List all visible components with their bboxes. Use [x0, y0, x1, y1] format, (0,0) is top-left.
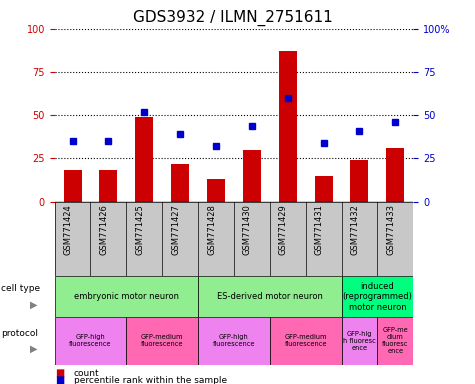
Text: ▶: ▶ [30, 343, 38, 354]
Text: GSM771426: GSM771426 [99, 204, 108, 255]
Bar [342, 202, 378, 276]
Bar [126, 202, 162, 276]
Bar [64, 170, 82, 202]
Text: GSM771428: GSM771428 [207, 204, 216, 255]
Text: GFP-high
fluorescence: GFP-high fluorescence [213, 334, 255, 347]
Bar [55, 202, 91, 276]
Text: GSM771427: GSM771427 [171, 204, 180, 255]
Bar [386, 148, 404, 202]
Bar [171, 164, 189, 202]
Bar [270, 317, 342, 365]
Text: GSM771429: GSM771429 [279, 204, 288, 255]
Bar [99, 170, 117, 202]
Bar [351, 160, 369, 202]
Bar [207, 179, 225, 202]
Text: GSM771430: GSM771430 [243, 204, 252, 255]
Text: embryonic motor neuron: embryonic motor neuron [74, 292, 179, 301]
Text: GSM771432: GSM771432 [351, 204, 360, 255]
Bar [270, 202, 306, 276]
Text: GFP-medium
fluorescence: GFP-medium fluorescence [141, 334, 183, 347]
Bar [55, 276, 198, 317]
Text: GFP-me
dium
fluoresc
ence: GFP-me dium fluoresc ence [382, 327, 408, 354]
Bar [135, 117, 153, 202]
Bar [342, 276, 413, 317]
Bar [279, 51, 297, 202]
Text: cell type: cell type [1, 285, 40, 293]
Text: GSM771433: GSM771433 [386, 204, 395, 255]
Text: ES-derived motor neuron: ES-derived motor neuron [217, 292, 323, 301]
Text: GDS3932 / ILMN_2751611: GDS3932 / ILMN_2751611 [133, 10, 332, 26]
Text: ▶: ▶ [30, 299, 38, 310]
Text: GSM771424: GSM771424 [64, 204, 73, 255]
Bar [198, 317, 270, 365]
Bar [342, 317, 378, 365]
Text: GFP-hig
h fluoresc
ence: GFP-hig h fluoresc ence [343, 331, 376, 351]
Bar [378, 317, 413, 365]
Text: induced
(reprogrammed)
motor neuron: induced (reprogrammed) motor neuron [342, 282, 412, 311]
Text: ■: ■ [55, 375, 64, 384]
Bar [162, 202, 198, 276]
Bar [314, 176, 332, 202]
Text: ■: ■ [55, 368, 64, 378]
Bar [91, 202, 126, 276]
Bar [198, 202, 234, 276]
Text: protocol: protocol [1, 329, 38, 338]
Text: count: count [74, 369, 99, 378]
Bar [55, 317, 126, 365]
Text: GSM771425: GSM771425 [135, 204, 144, 255]
Text: GFP-medium
fluorescence: GFP-medium fluorescence [285, 334, 327, 347]
Bar [243, 150, 261, 202]
Bar [378, 202, 413, 276]
Bar [306, 202, 342, 276]
Bar [234, 202, 270, 276]
Text: GSM771431: GSM771431 [314, 204, 323, 255]
Text: percentile rank within the sample: percentile rank within the sample [74, 376, 227, 384]
Text: GFP-high
fluorescence: GFP-high fluorescence [69, 334, 112, 347]
Bar [198, 276, 342, 317]
Bar [126, 317, 198, 365]
